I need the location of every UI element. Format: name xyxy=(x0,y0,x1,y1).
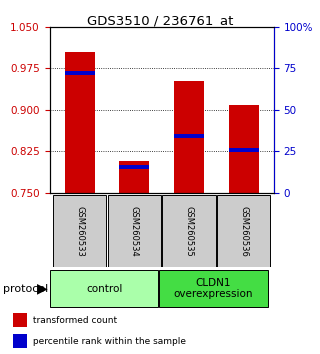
Bar xyxy=(13,334,27,348)
Bar xyxy=(119,165,149,169)
Bar xyxy=(119,161,149,193)
Text: control: control xyxy=(86,284,123,293)
Text: CLDN1
overexpression: CLDN1 overexpression xyxy=(174,278,253,299)
FancyBboxPatch shape xyxy=(162,195,216,267)
Text: GSM260535: GSM260535 xyxy=(184,206,193,256)
FancyBboxPatch shape xyxy=(159,270,268,307)
Bar xyxy=(174,81,204,193)
FancyBboxPatch shape xyxy=(217,195,270,267)
Text: GSM260536: GSM260536 xyxy=(239,206,248,256)
Text: transformed count: transformed count xyxy=(30,316,117,325)
Bar xyxy=(65,71,95,75)
Bar xyxy=(174,134,204,138)
Text: percentile rank within the sample: percentile rank within the sample xyxy=(30,337,186,346)
Text: protocol: protocol xyxy=(3,284,48,293)
Bar xyxy=(228,148,259,152)
Text: GSM260533: GSM260533 xyxy=(75,206,84,256)
FancyBboxPatch shape xyxy=(53,195,107,267)
Text: GDS3510 / 236761_at: GDS3510 / 236761_at xyxy=(87,14,233,27)
FancyBboxPatch shape xyxy=(108,195,161,267)
Text: GSM260534: GSM260534 xyxy=(130,206,139,256)
Bar xyxy=(13,313,27,327)
Bar xyxy=(228,105,259,193)
FancyBboxPatch shape xyxy=(50,270,158,307)
Bar xyxy=(65,52,95,193)
Text: ▶: ▶ xyxy=(37,281,47,296)
